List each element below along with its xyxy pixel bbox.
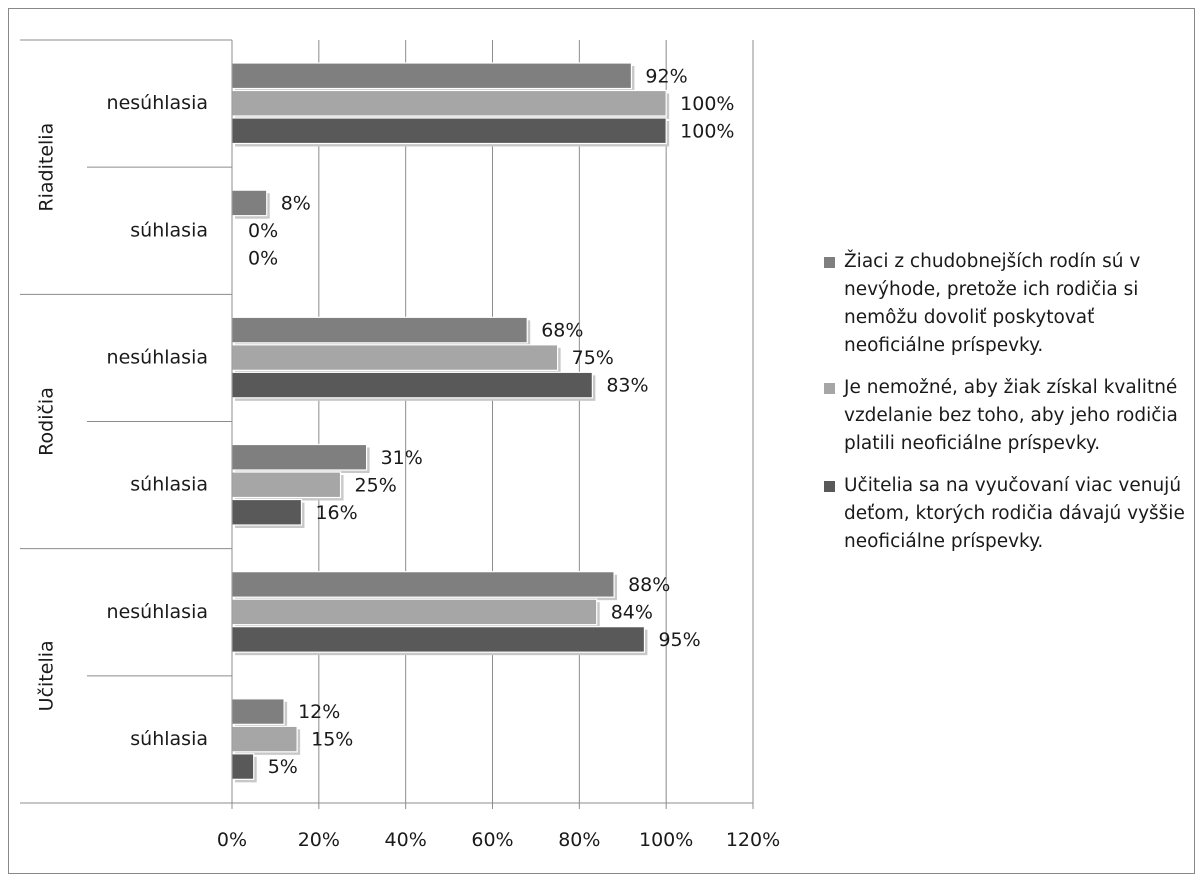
category-label: nesúhlasia [107,346,208,368]
data-label: 15% [311,729,353,751]
data-label: 83% [606,375,648,397]
group-label: Učitelia [36,640,58,711]
bar [231,626,646,653]
category-label: nesúhlasia [107,92,208,114]
category-label: súhlasia [130,474,208,496]
category-label: nesúhlasia [107,601,208,623]
legend-label: Učitelia sa na vyučovaní viac venujú deť… [844,475,1185,552]
bar [231,571,615,598]
bar [231,753,255,780]
legend-label: Je nemožné, aby žiak získal kvalitné vzd… [844,377,1178,454]
bar [231,598,598,626]
category-label: súhlasia [130,728,208,750]
x-tick-label: 100% [639,829,693,851]
legend-swatch [824,383,835,394]
bar [231,471,342,499]
legend-item: Je nemožné, aby žiak získal kvalitné vzd… [818,374,1198,458]
data-label: 5% [268,756,298,778]
data-label: 12% [298,701,340,723]
bar [231,498,303,526]
data-label: 16% [315,502,357,524]
chart-legend: Žiaci z chudobnejších rodín sú v nevýhod… [818,248,1198,570]
x-tick-label: 120% [726,829,780,851]
x-tick-label: 80% [558,829,600,851]
x-tick-label: 60% [471,829,513,851]
data-label: 88% [628,574,670,596]
bar [231,443,368,471]
bar [231,62,633,90]
legend-swatch [824,257,835,268]
legend-item: Učitelia sa na vyučovaní viac venujú deť… [818,472,1198,556]
data-label: 100% [680,120,734,142]
bar [231,117,667,145]
x-tick-label: 20% [298,829,340,851]
legend-swatch [824,481,835,492]
group-label: Rodičia [36,387,58,456]
bar [231,316,528,344]
bar [231,371,593,399]
data-label: 8% [281,192,311,214]
legend-label: Žiaci z chudobnejších rodín sú v nevýhod… [844,251,1141,356]
bar [231,344,559,371]
data-label: 100% [680,93,734,115]
data-label: 25% [355,474,397,496]
x-tick-label: 40% [385,829,427,851]
data-label: 84% [611,601,653,623]
data-label: 68% [541,320,583,342]
bar [231,725,298,753]
bar [231,89,667,117]
category-label: súhlasia [130,219,208,241]
bar [231,698,285,725]
data-label: 0% [248,247,278,269]
bar [231,189,268,217]
x-tick-label: 0% [217,829,247,851]
group-label: Riaditelia [36,123,58,212]
data-label: 31% [381,447,423,469]
data-label: 75% [572,347,614,369]
legend-item: Žiaci z chudobnejších rodín sú v nevýhod… [818,248,1198,360]
data-label: 95% [658,629,700,651]
data-label: 92% [645,65,687,87]
chart-frame [8,8,1195,874]
data-label: 0% [248,220,278,242]
